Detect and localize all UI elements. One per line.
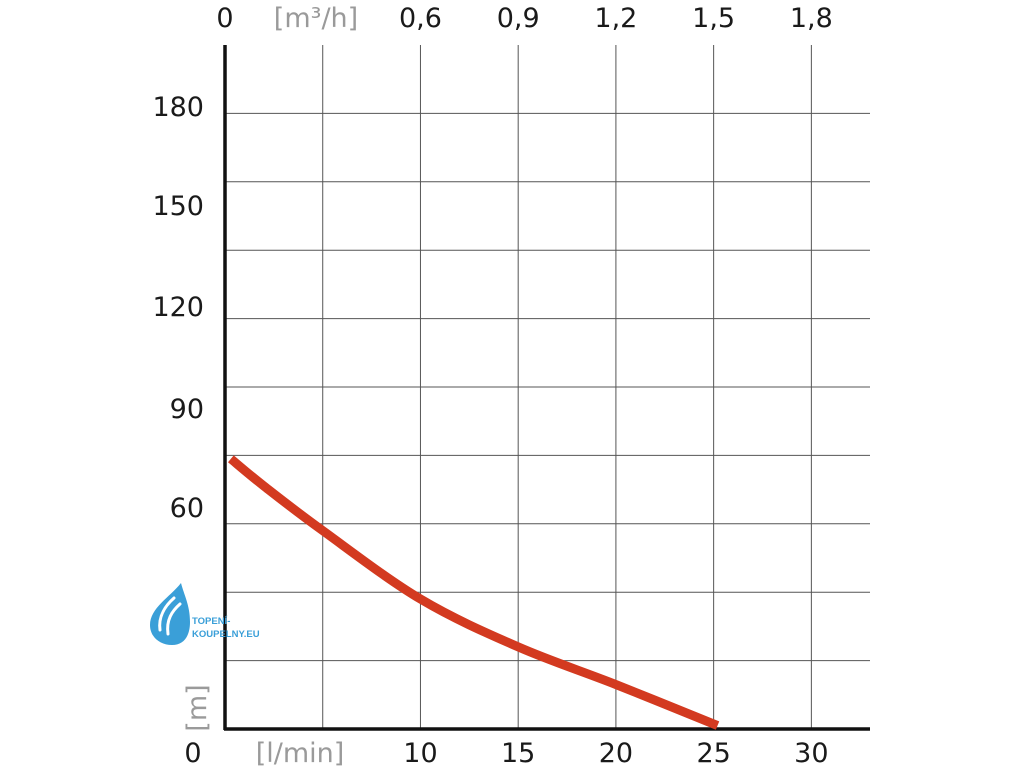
x-bottom-tick-label: 30 xyxy=(794,738,828,768)
x-top-tick-label: 0,6 xyxy=(399,3,442,34)
logo-text-line1: TOPENÍ- xyxy=(192,616,230,627)
performance-curve xyxy=(227,455,720,730)
x-bottom-tick-label: 15 xyxy=(501,738,535,768)
x-top-tick-label: 1,5 xyxy=(692,3,735,34)
y-tick-label: 60 xyxy=(170,493,204,524)
x-bottom-unit-label: [l/min] xyxy=(256,738,345,768)
y-unit-label: [m] xyxy=(182,684,213,731)
logo-text-line2: KOUPELNY.EU xyxy=(192,629,260,640)
x-top-tick-label: 1,2 xyxy=(594,3,637,34)
grid-layer xyxy=(225,45,870,729)
logo: TOPENÍ- KOUPELNY.EU xyxy=(150,583,260,645)
x-top-unit-label: [m³/h] xyxy=(274,3,358,34)
x-top-tick-label: 0 xyxy=(216,3,233,34)
series-layer xyxy=(227,455,720,730)
y-tick-label: 180 xyxy=(152,92,204,123)
water-drop-icon xyxy=(150,583,190,645)
y-tick-label: 90 xyxy=(170,394,204,425)
x-bottom-tick-label: 25 xyxy=(696,738,730,768)
x-bottom-tick-label: 0 xyxy=(184,738,201,768)
x-bottom-tick-label: 20 xyxy=(599,738,633,768)
tick-labels: 0 10 15 20 25 30 [l/min] 0 0,6 0,9 1,2 1,5 1,8 [m³/h]… xyxy=(152,3,832,768)
axis-layer xyxy=(223,45,870,731)
x-bottom-tick-label: 10 xyxy=(403,738,437,768)
y-tick-label: 120 xyxy=(152,292,204,323)
y-tick-label: 150 xyxy=(152,191,204,222)
x-top-tick-label: 1,8 xyxy=(790,3,833,34)
x-top-tick-label: 0,9 xyxy=(497,3,540,34)
